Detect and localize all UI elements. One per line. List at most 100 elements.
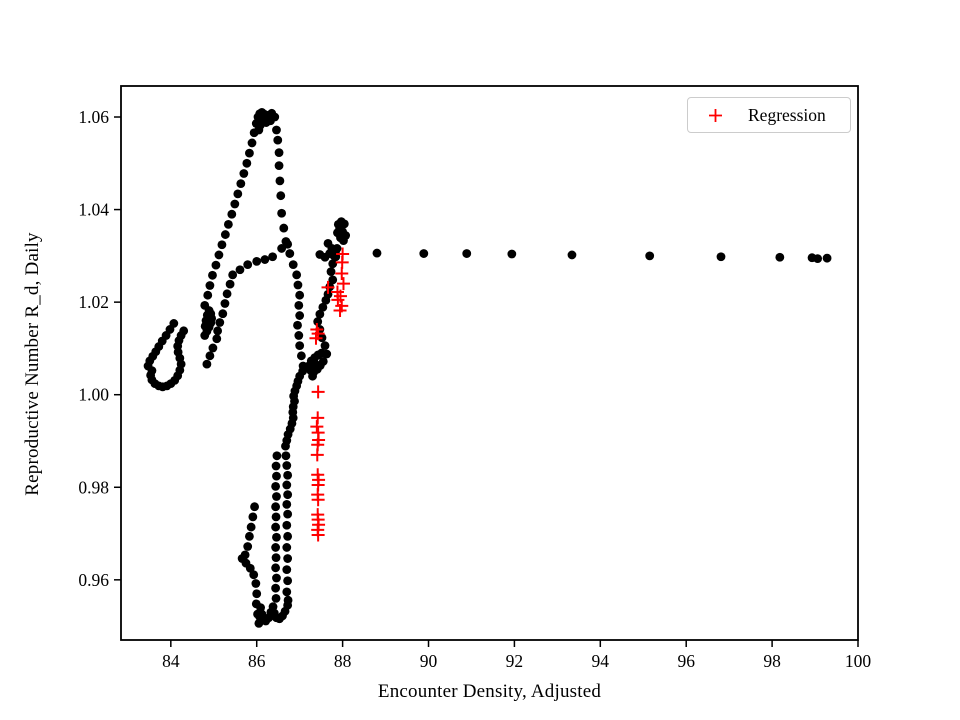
data-point-dot — [236, 179, 246, 189]
data-point-dot — [205, 351, 215, 361]
data-point-dot — [507, 249, 517, 259]
data-point-dot — [285, 249, 295, 258]
regression-cross — [310, 420, 324, 434]
data-point-dot — [217, 240, 227, 250]
data-point-dot — [253, 609, 262, 619]
data-point-dot — [245, 563, 255, 573]
x-tick-label: 92 — [506, 651, 524, 671]
data-point-dot — [294, 300, 304, 310]
y-tick-label: 1.02 — [78, 292, 109, 312]
data-point-dot — [282, 520, 292, 530]
data-point-dot — [271, 543, 281, 552]
data-point-dot — [208, 270, 217, 280]
regression-cross — [311, 493, 325, 507]
data-point-dot — [419, 249, 429, 258]
regression-cross — [309, 331, 323, 345]
data-point-dot — [215, 318, 225, 327]
data-point-dot — [775, 252, 785, 262]
data-point-dot — [315, 250, 325, 259]
data-point-dot — [205, 281, 215, 290]
data-point-dot — [228, 270, 238, 280]
data-point-dot — [272, 125, 281, 135]
data-point-dot — [272, 492, 281, 501]
data-point-dot — [333, 228, 342, 238]
data-point-dot — [339, 236, 348, 245]
data-point-dot — [320, 341, 330, 351]
data-point-dot — [272, 573, 281, 583]
regression-cross — [311, 385, 325, 399]
data-point-dot — [242, 158, 252, 168]
data-point-dot — [282, 587, 292, 597]
y-tick-label: 1.06 — [78, 107, 109, 127]
data-point-dot — [279, 223, 289, 233]
data-point-dot — [212, 334, 222, 344]
data-point-dot — [295, 341, 305, 351]
data-point-dot — [275, 176, 285, 186]
data-point-dot — [283, 490, 293, 500]
data-point-dot — [243, 260, 253, 270]
data-point-dot — [272, 532, 281, 542]
data-point-dot — [245, 148, 254, 158]
regression-cross — [310, 448, 324, 462]
x-tick-label: 98 — [763, 651, 781, 671]
data-point-dot — [308, 371, 317, 381]
data-point-dot — [315, 309, 325, 319]
data-point-dot — [205, 314, 215, 324]
data-point-dot — [281, 451, 291, 461]
data-point-dot — [268, 252, 278, 262]
data-point-dot — [272, 451, 282, 461]
data-point-dot — [252, 589, 262, 599]
x-axis-label: Encounter Density, Adjusted — [377, 681, 602, 702]
data-point-dot — [251, 579, 261, 588]
data-point-dot — [321, 295, 331, 305]
data-point-dot — [282, 499, 292, 509]
data-point-dot — [222, 289, 232, 299]
data-point-dot — [248, 512, 258, 522]
data-point-dot — [271, 583, 281, 593]
plot-border — [120, 85, 859, 641]
x-tick-label: 94 — [592, 651, 610, 671]
data-point-dot — [230, 199, 240, 209]
data-point-dot — [179, 326, 189, 336]
data-point-dot — [328, 259, 338, 269]
data-point-dot — [282, 565, 292, 575]
x-tick-label: 96 — [677, 651, 695, 671]
data-point-dot — [283, 470, 293, 480]
data-point-dot — [372, 248, 382, 258]
data-point-dot — [282, 461, 292, 470]
x-tick-label: 88 — [334, 651, 352, 671]
data-point-dot — [273, 135, 283, 145]
data-point-dot — [211, 260, 221, 270]
plus-marker-icon — [708, 108, 723, 123]
data-point-dot — [227, 209, 237, 219]
data-point-dot — [283, 509, 293, 519]
data-point-dot — [283, 576, 293, 586]
data-point-dot — [281, 441, 290, 451]
data-point-dot — [252, 257, 262, 266]
legend-label: Regression — [748, 104, 826, 125]
x-tick-label: 86 — [248, 651, 266, 671]
data-point-dot — [271, 502, 281, 512]
data-point-dot — [249, 570, 259, 580]
data-point-dot — [239, 169, 249, 178]
data-point-dot — [223, 219, 233, 229]
data-point-dot — [294, 331, 304, 340]
data-point-dot — [281, 237, 291, 246]
data-point-dot — [271, 461, 281, 471]
data-point-dot — [200, 300, 210, 310]
data-point-dot — [318, 302, 328, 312]
data-point-dot — [567, 250, 577, 260]
data-point-dot — [208, 343, 218, 353]
legend: Regression — [687, 97, 851, 133]
regression-cross — [335, 255, 349, 269]
data-point-dot — [251, 599, 261, 609]
data-point-dot — [274, 148, 284, 158]
data-point-dot — [271, 563, 281, 573]
data-point-dot — [274, 161, 284, 171]
data-point-dot — [328, 275, 338, 285]
data-point-dot — [214, 250, 224, 260]
data-point-dot — [462, 249, 472, 258]
data-point-dot — [326, 267, 336, 276]
data-point-dot — [272, 471, 281, 481]
